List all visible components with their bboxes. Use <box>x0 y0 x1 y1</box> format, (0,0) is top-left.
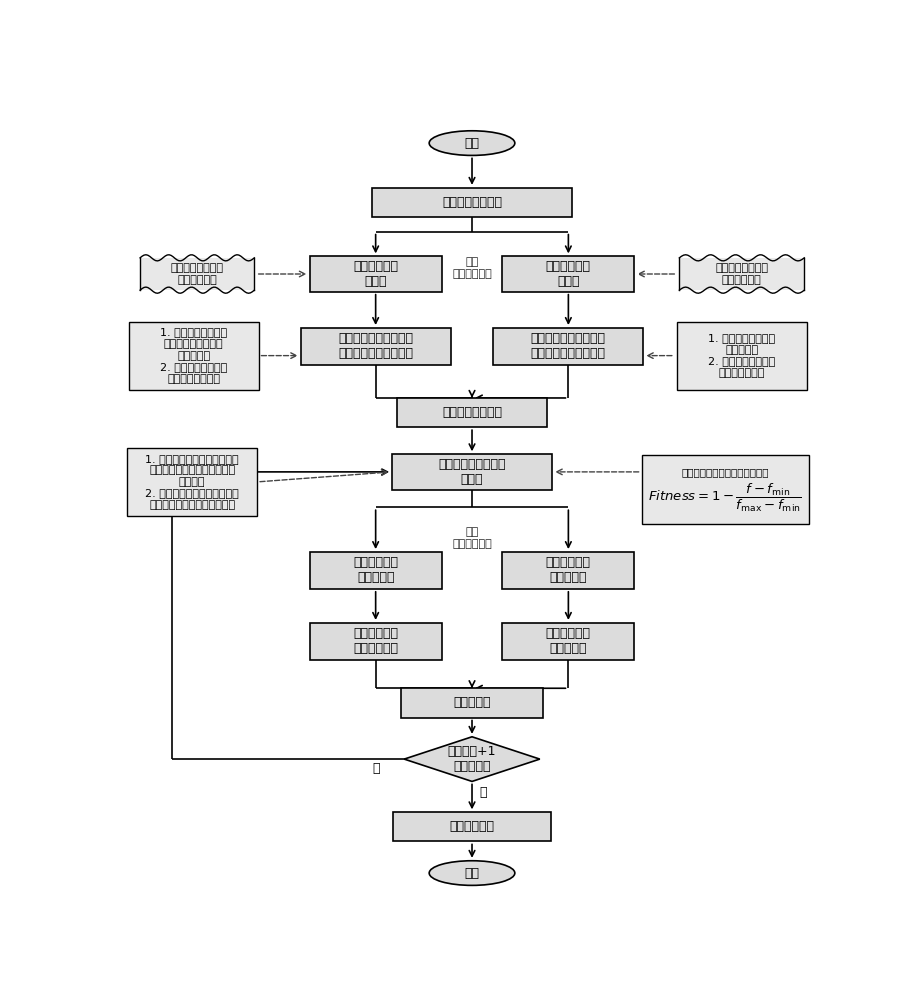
FancyBboxPatch shape <box>129 322 259 390</box>
Text: 目的：挖掘工
件的组批规则: 目的：挖掘工 件的组批规则 <box>353 627 398 655</box>
Text: 初始化单个结
构基因: 初始化单个结 构基因 <box>546 260 591 288</box>
Text: 结束: 结束 <box>464 867 480 880</box>
Text: 适应度值依据目标函数值计算：: 适应度值依据目标函数值计算： <box>682 467 769 477</box>
FancyBboxPatch shape <box>397 398 547 427</box>
Text: 初始化多个组
批基因: 初始化多个组 批基因 <box>353 260 398 288</box>
FancyBboxPatch shape <box>300 328 450 365</box>
Text: 初始化个体与种群: 初始化个体与种群 <box>442 196 502 209</box>
Text: 否: 否 <box>372 762 379 775</box>
FancyBboxPatch shape <box>127 448 257 516</box>
Text: 1. 结构基因头尾部分
独立操作；
2. 为保证批次信息不
丢失，设置空批: 1. 结构基因头尾部分 独立操作； 2. 为保证批次信息不 丢失，设置空批 <box>708 333 775 378</box>
FancyBboxPatch shape <box>309 623 442 660</box>
FancyBboxPatch shape <box>494 328 643 365</box>
FancyBboxPatch shape <box>677 322 807 390</box>
Text: 计算个体适应度值: 计算个体适应度值 <box>442 406 502 419</box>
Text: 输出最优个体: 输出最优个体 <box>449 820 495 833</box>
Text: 每一个组批基因表
示一类工件族: 每一个组批基因表 示一类工件族 <box>170 263 224 285</box>
Text: 解码组批基因，获取组
批信息（含外协信息）: 解码组批基因，获取组 批信息（含外协信息） <box>338 332 414 360</box>
FancyBboxPatch shape <box>502 256 635 292</box>
Ellipse shape <box>429 131 515 155</box>
FancyBboxPatch shape <box>502 552 635 589</box>
Text: 是: 是 <box>479 786 486 799</box>
FancyBboxPatch shape <box>391 454 553 490</box>
Ellipse shape <box>429 861 515 885</box>
Text: 开始: 开始 <box>464 137 480 150</box>
Polygon shape <box>404 737 540 781</box>
Text: 构建新种群: 构建新种群 <box>453 696 491 709</box>
Text: 个体
基因并行进化: 个体 基因并行进化 <box>452 527 492 549</box>
FancyBboxPatch shape <box>502 623 635 660</box>
Text: 依据适应度值选择优
秀个体: 依据适应度值选择优 秀个体 <box>438 458 506 486</box>
Text: 结构基因决定批次
间的上机顺序: 结构基因决定批次 间的上机顺序 <box>716 263 768 285</box>
Text: 目的：寻找最
优批次顺序: 目的：寻找最 优批次顺序 <box>546 627 591 655</box>
FancyBboxPatch shape <box>401 688 543 718</box>
Text: 对结构基因进
行遗传操作: 对结构基因进 行遗传操作 <box>546 556 591 584</box>
Text: 迭代次数+1
达到最大？: 迭代次数+1 达到最大？ <box>448 745 496 773</box>
Text: 对组批基因进
行遗传操作: 对组批基因进 行遗传操作 <box>353 556 398 584</box>
FancyBboxPatch shape <box>309 552 442 589</box>
FancyBboxPatch shape <box>393 812 551 841</box>
FancyBboxPatch shape <box>680 258 804 290</box>
Text: 解码结构基因，获取批
次信息（即上机顺序）: 解码结构基因，获取批 次信息（即上机顺序） <box>530 332 606 360</box>
Text: $Fitness=1-\dfrac{f-f_{\min}}{f_{\max}-f_{\min}}$: $Fitness=1-\dfrac{f-f_{\min}}{f_{\max}-f… <box>648 482 802 514</box>
FancyBboxPatch shape <box>140 258 254 290</box>
FancyBboxPatch shape <box>372 188 572 217</box>
FancyBboxPatch shape <box>642 455 810 524</box>
FancyBboxPatch shape <box>309 256 442 292</box>
Text: 1. 依据组批情况和上机顺序，
结合工件数据，计算个体目标
函数值；
2. 以效益为目标，折衷拖期惩
罚，外协利润与内部生产利润: 1. 依据组批情况和上机顺序， 结合工件数据，计算个体目标 函数值； 2. 以效… <box>146 454 239 510</box>
Text: 1. 优先级值与外协概
率成反比，得到族内
外协工件；
2. 按优先级值大小划
分族内工件的组批: 1. 优先级值与外协概 率成反比，得到族内 外协工件； 2. 按优先级值大小划 … <box>160 327 227 384</box>
Text: 个体
基因并行进化: 个体 基因并行进化 <box>452 257 492 279</box>
